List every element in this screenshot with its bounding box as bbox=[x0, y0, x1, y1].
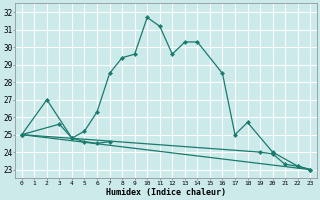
X-axis label: Humidex (Indice chaleur): Humidex (Indice chaleur) bbox=[106, 188, 226, 197]
